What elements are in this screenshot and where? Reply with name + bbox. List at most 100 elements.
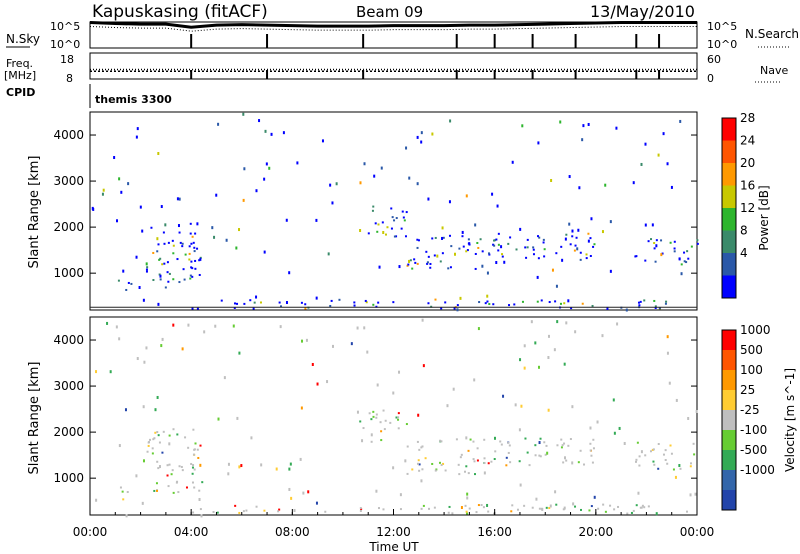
echo-cell (156, 395, 159, 399)
echo-cell (473, 460, 476, 463)
echo-cell (479, 238, 482, 241)
echo-cell (189, 232, 192, 235)
echo-cell (523, 344, 526, 348)
echo-cell (162, 430, 165, 433)
echo-cell (418, 448, 421, 451)
echo-cell (649, 450, 652, 453)
freq-ytick-top-right: 60 (707, 53, 721, 66)
echo-cell (193, 468, 196, 471)
echo-cell (220, 299, 223, 302)
echo-cell (441, 226, 444, 230)
echo-cell (172, 491, 175, 494)
echo-cell (669, 444, 672, 447)
echo-cell (141, 501, 144, 505)
echo-cell (521, 124, 524, 128)
echo-cell (245, 509, 248, 512)
echo-cell (154, 408, 157, 412)
echo-cell (641, 504, 644, 507)
echo-cell (441, 236, 444, 240)
echo-cell (551, 268, 554, 272)
echo-cell (473, 378, 476, 382)
echo-cell (509, 236, 512, 239)
echo-cell (561, 444, 564, 447)
echo-cell (145, 346, 148, 350)
colorbar-tick-label: 24 (740, 134, 755, 148)
echo-cell (217, 122, 220, 126)
echo-cell (414, 261, 417, 264)
echo-cell (635, 255, 638, 258)
colorbar-swatch (722, 253, 736, 276)
echo-cell (181, 347, 184, 351)
echo-cell (441, 252, 444, 255)
echo-cell (618, 426, 621, 430)
echo-cell (402, 216, 405, 219)
echo-cell (184, 253, 187, 256)
echo-cell (433, 506, 436, 509)
echo-cell (288, 467, 291, 471)
echo-cell (630, 511, 633, 514)
echo-cell (125, 288, 128, 291)
echo-cell (213, 235, 216, 239)
echo-cell (138, 286, 141, 290)
echo-cell (635, 460, 638, 463)
echo-cell (538, 507, 541, 510)
echo-cell (692, 442, 695, 445)
echo-cell (265, 162, 268, 166)
echo-cell (604, 510, 607, 513)
echo-cell (560, 446, 563, 449)
echo-cell (152, 251, 155, 254)
echo-cell (696, 242, 699, 245)
cpid-row: themis 3300 (89, 84, 172, 108)
echo-cell (255, 189, 258, 193)
echo-cell (525, 256, 528, 259)
echo-cell (578, 186, 581, 190)
echo-cell (154, 431, 157, 434)
range-tick-label: 4000 (53, 128, 84, 142)
echo-cell (279, 325, 282, 329)
echo-cell (156, 431, 159, 434)
echo-cell (589, 449, 592, 452)
echo-cell (478, 301, 481, 304)
noise-ytick-top-left: 10^5 (50, 20, 80, 33)
echo-cell (172, 244, 175, 247)
echo-cell (379, 421, 382, 424)
echo-cell (307, 490, 310, 494)
echo-cell (604, 183, 607, 187)
echo-cell (574, 330, 577, 334)
echo-cell (427, 197, 430, 201)
echo-cell (171, 469, 174, 472)
echo-cell (157, 152, 160, 156)
echo-cell (177, 224, 180, 228)
echo-cell (142, 459, 145, 463)
echo-cell (427, 302, 430, 305)
echo-cell (425, 250, 428, 253)
echo-cell (189, 274, 192, 277)
echo-cell (156, 237, 159, 241)
echo-cell (640, 450, 643, 454)
echo-cell (679, 467, 682, 470)
echo-cell (537, 141, 540, 145)
freq-ytick-bottom-left: 8 (66, 72, 73, 85)
echo-cell (465, 465, 468, 468)
echo-cell (546, 451, 549, 455)
echo-cell (555, 284, 558, 288)
echo-cell (101, 192, 104, 196)
echo-cell (215, 193, 218, 197)
echo-cell (507, 441, 510, 444)
echo-cell (293, 508, 296, 512)
echo-cell (329, 183, 332, 187)
echo-cell (571, 235, 574, 238)
echo-cell (442, 462, 445, 465)
echo-cell (362, 427, 365, 430)
echo-cell (395, 217, 398, 220)
time-axis: 00:00 04:00 08:00 12:00 16:00 20:00 00:00 (73, 509, 714, 539)
freq-ytick-top-left: 18 (60, 53, 74, 66)
echo-cell (190, 242, 193, 245)
velocity-yaxis: 4000 3000 2000 1000 (53, 333, 697, 485)
echo-cell (468, 243, 471, 246)
echo-cell (581, 302, 584, 305)
echo-cell (191, 235, 194, 238)
range-tick-label: 2000 (53, 425, 84, 439)
echo-cell (258, 119, 261, 123)
echo-cell (187, 323, 190, 327)
